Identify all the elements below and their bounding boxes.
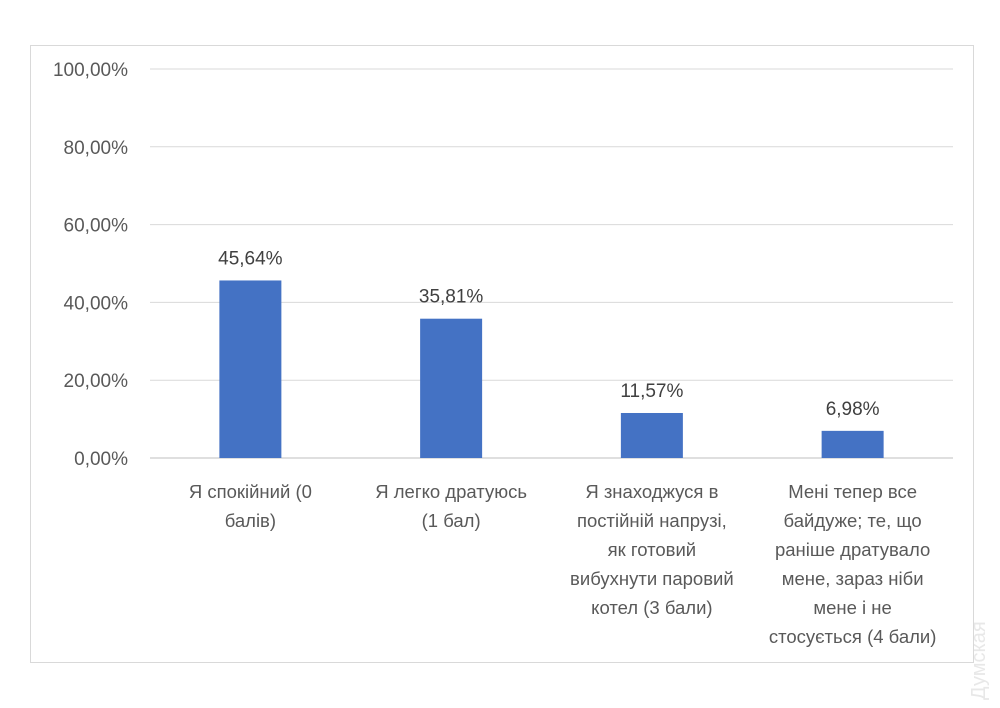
category-label: Я легко дратуюсь: [375, 481, 527, 502]
category-label: байдуже; те, що: [784, 510, 922, 531]
category-label: котел (3 бали): [591, 597, 712, 618]
data-label: 11,57%: [620, 381, 683, 402]
category-label: постійній напрузі,: [577, 510, 727, 531]
category-label: як готовий: [608, 539, 697, 560]
data-label: 45,64%: [218, 248, 283, 269]
category-label: (1 бал): [422, 510, 481, 531]
category-label: Мені тепер все: [788, 481, 917, 502]
y-tick-label: 60,00%: [64, 216, 129, 237]
y-tick-label: 40,00%: [64, 293, 129, 314]
y-tick-label: 80,00%: [64, 138, 129, 159]
category-label: мене і не: [813, 597, 891, 618]
chart-frame: [30, 45, 974, 663]
category-label: Я знаходжуся в: [585, 481, 718, 502]
bar: [620, 412, 683, 458]
data-label: 35,81%: [419, 287, 484, 308]
category-label: балів): [225, 510, 276, 531]
data-label: 6,98%: [826, 399, 880, 420]
category-label: вибухнути паровий: [570, 568, 734, 589]
bar: [420, 318, 483, 458]
y-tick-label: 20,00%: [64, 371, 129, 392]
watermark: Думская: [968, 621, 990, 700]
bar: [821, 430, 884, 458]
category-label: раніше дратувало: [775, 539, 930, 560]
y-tick-label: 0,00%: [74, 449, 128, 470]
category-label: Я спокійний (0: [189, 481, 312, 502]
y-tick-label: 100,00%: [53, 60, 128, 81]
bar: [219, 280, 282, 458]
category-label: мене, зараз ніби: [782, 568, 924, 589]
category-label: стосується (4 бали): [769, 626, 937, 647]
